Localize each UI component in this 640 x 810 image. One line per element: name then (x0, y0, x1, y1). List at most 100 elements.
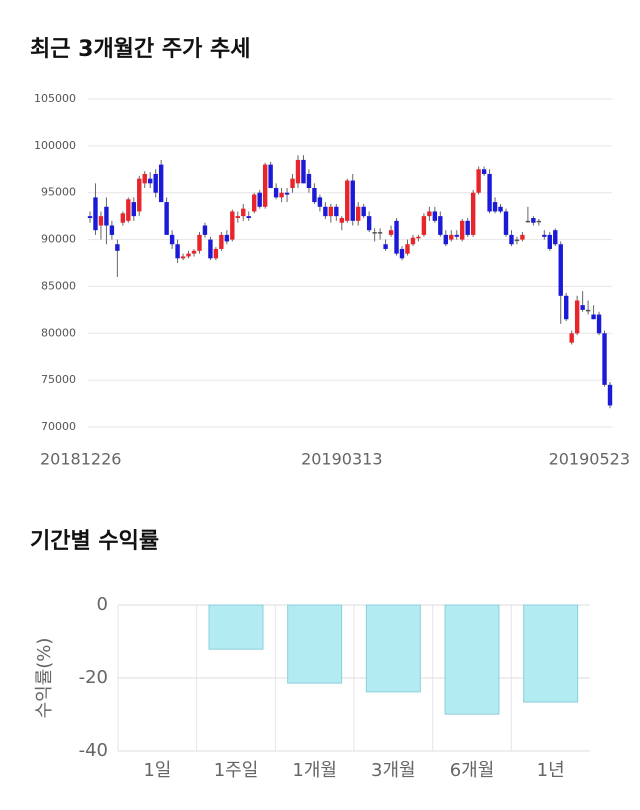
candle-body (350, 180, 355, 221)
candle-body (153, 173, 158, 193)
x-tick-label: 6개월 (450, 760, 495, 781)
chart-title: 기간별 수익률 (30, 529, 159, 554)
candle-body (301, 159, 306, 184)
y-tick-label: 105000 (34, 92, 76, 105)
candle-body (104, 206, 109, 226)
candle-body (186, 253, 191, 257)
candle-body (120, 213, 126, 223)
candle-body (241, 208, 246, 217)
candle-body (372, 232, 377, 234)
candle-body (213, 248, 219, 259)
y-tick-label: -20 (79, 667, 108, 688)
y-tick-label: 80000 (41, 326, 76, 339)
candle-body (536, 220, 542, 223)
candle-body (443, 234, 448, 245)
y-tick-label: 100000 (34, 139, 76, 152)
candle-body (427, 211, 432, 217)
candle-body (388, 230, 394, 235)
candle-body (416, 236, 421, 239)
candle-body (169, 234, 175, 245)
y-tick-label: 85000 (41, 279, 76, 292)
bar (365, 604, 421, 693)
candle-body (509, 234, 514, 245)
candle-body (569, 333, 574, 343)
candle-body (219, 234, 224, 249)
candle-body (312, 188, 317, 203)
candle-body (356, 206, 361, 221)
candle-body (230, 211, 235, 240)
candle-body (383, 244, 388, 249)
candle-body (295, 159, 301, 184)
candle-body (197, 234, 202, 251)
candle-body (405, 244, 410, 254)
candle-body (208, 239, 213, 259)
candle-body (498, 206, 503, 212)
candle-body (148, 178, 153, 184)
candle-body (345, 180, 350, 221)
candle-body (235, 216, 240, 219)
candle-body (180, 256, 186, 259)
candle-body (394, 220, 399, 254)
y-tick-label: 75000 (41, 373, 76, 386)
candle-body (460, 220, 465, 240)
y-tick-label: 0 (97, 594, 108, 615)
candle-body (306, 173, 312, 189)
candle-body (246, 216, 251, 219)
x-tick-label: 3개월 (371, 760, 416, 781)
candle-body (492, 202, 498, 212)
x-tick-label: 20181226 (40, 450, 121, 469)
candle-body (574, 300, 580, 334)
candle-body (438, 216, 443, 235)
candle-body (585, 309, 591, 312)
candle-body (542, 234, 547, 237)
candle-body (279, 192, 284, 198)
x-tick-label: 20190523 (549, 450, 630, 469)
candle-body (328, 206, 334, 217)
candle-body (481, 169, 487, 174)
bar (444, 604, 500, 715)
candle-body (525, 220, 531, 223)
candle-body (224, 234, 230, 242)
candle-body (284, 192, 290, 195)
candle-body (470, 192, 476, 235)
y-tick-label: -40 (79, 740, 108, 761)
candle-body (553, 230, 558, 245)
candle-body (564, 295, 569, 320)
candle-body (115, 244, 120, 251)
y-tick-label: 95000 (41, 186, 76, 199)
candle-body (377, 232, 383, 234)
chart-title: 최근 3개월간 주가 추세 (30, 37, 250, 62)
candle-body (126, 199, 131, 221)
x-tick-label: 1일 (143, 760, 171, 781)
y-tick-label: 90000 (41, 233, 76, 246)
candle-body (142, 173, 147, 184)
candle-body (366, 216, 372, 231)
candle-body (109, 225, 115, 235)
candle-body (558, 244, 563, 296)
candle-body (334, 206, 339, 217)
candle-body (98, 216, 104, 226)
candle-body (432, 211, 438, 221)
candle-body (131, 202, 136, 217)
candle-body (361, 206, 366, 217)
candle-body (164, 202, 169, 235)
candle-body (547, 234, 552, 249)
y-axis-label: 수익률(%) (34, 638, 55, 719)
candle-body (410, 237, 416, 245)
candle-body (531, 218, 536, 223)
bar (208, 604, 264, 650)
candle-body (257, 192, 262, 207)
candle-body (175, 244, 180, 259)
candle-body (449, 234, 454, 240)
candle-body (202, 225, 208, 235)
candle-body (596, 314, 602, 334)
candle-body (503, 211, 509, 235)
candle-body (252, 194, 257, 212)
candle-body (158, 164, 164, 203)
candle-body (487, 173, 492, 212)
candle-body (514, 239, 520, 242)
candle-body (137, 178, 142, 212)
x-tick-label: 20190313 (301, 450, 382, 469)
candle-body (290, 178, 295, 189)
